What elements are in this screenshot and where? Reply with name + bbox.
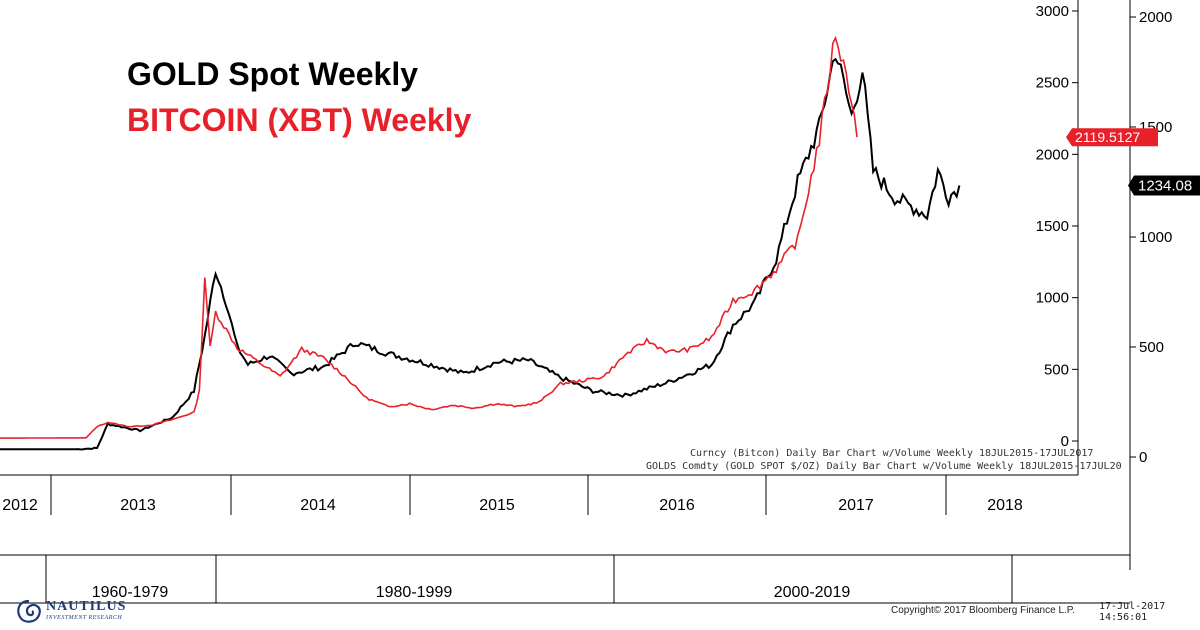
copyright-text: Copyright© 2017 Bloomberg Finance L.P.	[891, 605, 1075, 616]
year-label: 2018	[987, 497, 1023, 514]
year-label: 2012	[2, 497, 38, 514]
svg-text:2119.5127: 2119.5127	[1075, 129, 1140, 145]
right-axis-tick-label: 2000	[1139, 9, 1172, 26]
legend-bitcoin-source: Curncy (Bitcon) Daily Bar Chart w/Volume…	[690, 448, 1094, 459]
left-axis-tick-label: 3000	[1036, 3, 1069, 20]
timestamp-text: 17-Jul-2017 14:56:01	[1099, 601, 1166, 623]
left-axis-tick-label: 500	[1044, 361, 1069, 378]
year-label: 2014	[300, 497, 336, 514]
year-label: 2013	[120, 497, 156, 514]
decade-label: 1980-1999	[376, 584, 453, 601]
bitcoin-last-value-label: 2119.5127	[1066, 128, 1158, 147]
legend-gold-source: GOLDS Comdty (GOLD SPOT $/OZ) Daily Bar …	[646, 461, 1122, 472]
left-axis-tick-label: 1500	[1036, 218, 1069, 235]
bitcoin-title: BITCOIN (XBT) Weekly	[127, 102, 472, 138]
decade-label: 2000-2019	[774, 584, 851, 601]
year-label: 2017	[838, 497, 874, 514]
year-label: 2016	[659, 497, 695, 514]
left-axis-tick-label: 2000	[1036, 146, 1069, 163]
gold-last-value-label: 1234.08	[1128, 175, 1200, 196]
bitcoin-series-line	[0, 35, 858, 439]
left-axis-tick-label: 1000	[1036, 290, 1069, 307]
left-axis-tick-label: 2500	[1036, 75, 1069, 92]
left-axis-tick-label: 0	[1061, 433, 1069, 450]
right-axis-tick-label: 1000	[1139, 229, 1172, 246]
svg-text:1234.08: 1234.08	[1138, 178, 1192, 195]
decade-label: 1960-1979	[92, 584, 169, 601]
gold-title: GOLD Spot Weekly	[127, 56, 419, 92]
logo-subtitle: INVESTMENT RESEARCH	[46, 615, 123, 621]
right-axis-tick-label: 0	[1139, 449, 1147, 466]
logo-name: NAUTILUS	[46, 599, 127, 614]
nautilus-shell-icon	[17, 599, 41, 623]
right-axis-tick-label: 500	[1139, 339, 1164, 356]
year-label: 2015	[479, 497, 515, 514]
